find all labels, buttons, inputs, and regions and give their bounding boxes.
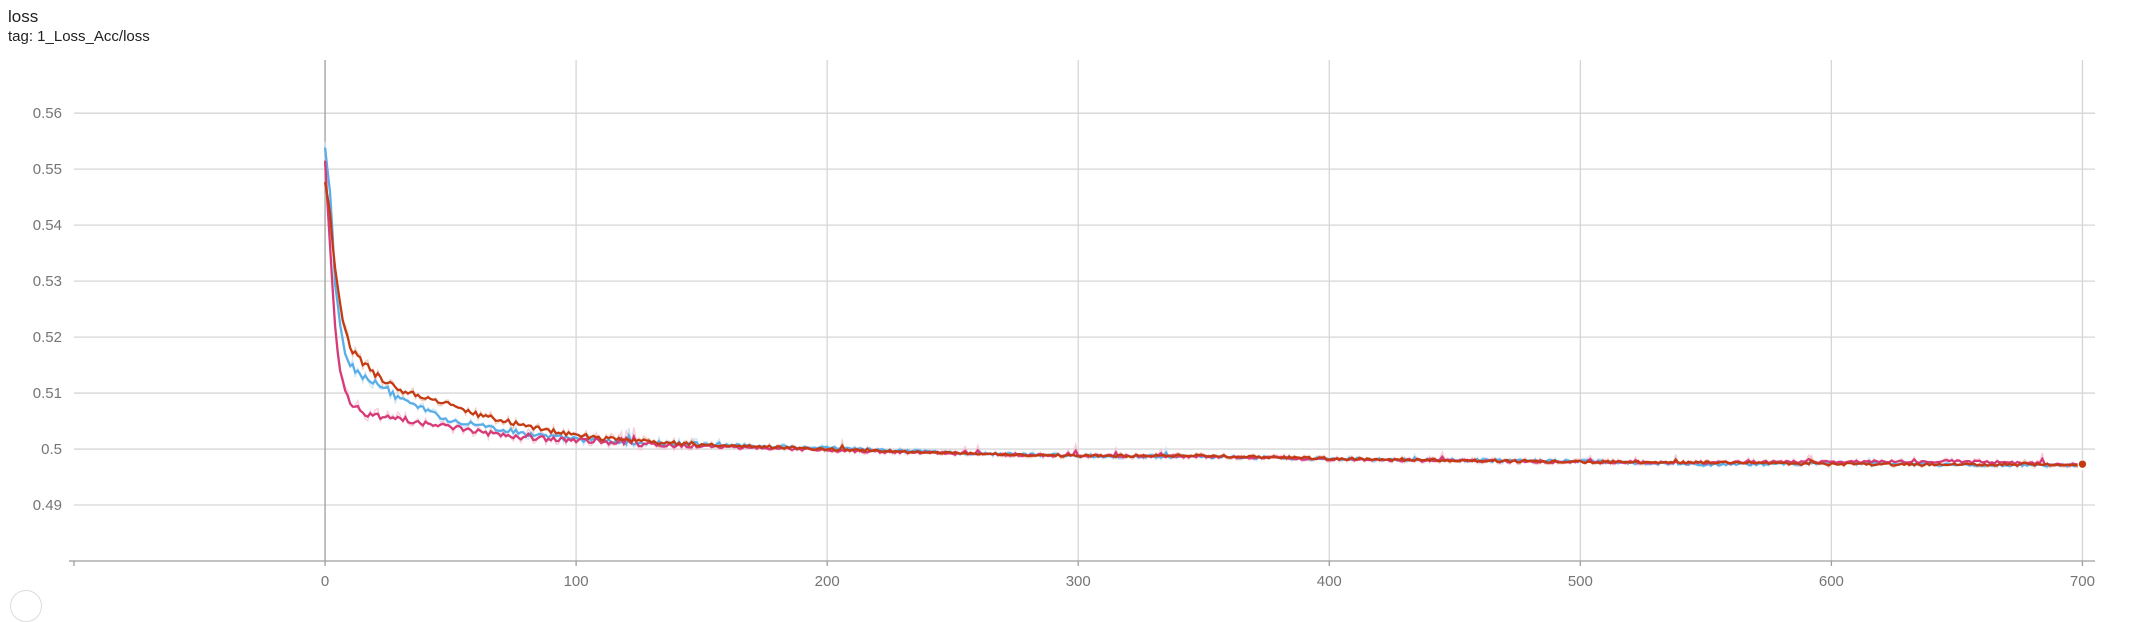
x-tick-label: 0 xyxy=(321,573,329,590)
x-tick-label: 700 xyxy=(2070,573,2095,590)
y-tick-label: 0.49 xyxy=(33,497,62,514)
x-tick-label: 600 xyxy=(1819,573,1844,590)
tick-label-layer: 0.49 0.5 0.51 0.52 0.53 0.54 0.55 0.56 0 100 200 30… xyxy=(33,105,2095,590)
series-end-marker[interactable] xyxy=(2077,459,2088,469)
x-tick-label: 300 xyxy=(1066,573,1091,590)
avatar-icon[interactable] xyxy=(10,590,42,622)
raw-series-layer xyxy=(324,141,2083,470)
grid-layer xyxy=(74,60,2095,561)
chart-title: loss xyxy=(8,7,39,26)
x-tick-label: 500 xyxy=(1568,573,1593,590)
smoothed-series-line[interactable] xyxy=(323,147,2083,468)
raw-series-line xyxy=(324,141,2083,470)
x-tick-label: 400 xyxy=(1317,573,1342,590)
y-tick-label: 0.5 xyxy=(41,441,62,458)
axis-layer xyxy=(69,560,2095,566)
y-tick-label: 0.55 xyxy=(33,161,62,178)
smoothed-series-line[interactable] xyxy=(323,160,2083,467)
chart-tag: tag: 1_Loss_Acc/loss xyxy=(8,28,150,45)
smoothed-series-layer xyxy=(323,147,2083,468)
raw-series-line xyxy=(324,156,2083,469)
raw-series-line xyxy=(324,184,2083,470)
x-tick-label: 100 xyxy=(564,573,589,590)
line-chart[interactable]: 0.49 0.5 0.51 0.52 0.53 0.54 0.55 0.56 0 100 200 30… xyxy=(0,0,2136,596)
smoothed-series-line[interactable] xyxy=(323,181,2083,468)
y-tick-label: 0.51 xyxy=(33,385,62,402)
chart-header: loss tag: 1_Loss_Acc/loss xyxy=(8,6,150,46)
y-tick-label: 0.56 xyxy=(33,105,62,122)
y-tick-label: 0.54 xyxy=(33,217,62,234)
end-markers-layer xyxy=(2077,459,2088,470)
x-tick-label: 200 xyxy=(815,573,840,590)
y-tick-label: 0.52 xyxy=(33,329,62,346)
y-tick-label: 0.53 xyxy=(33,273,62,290)
